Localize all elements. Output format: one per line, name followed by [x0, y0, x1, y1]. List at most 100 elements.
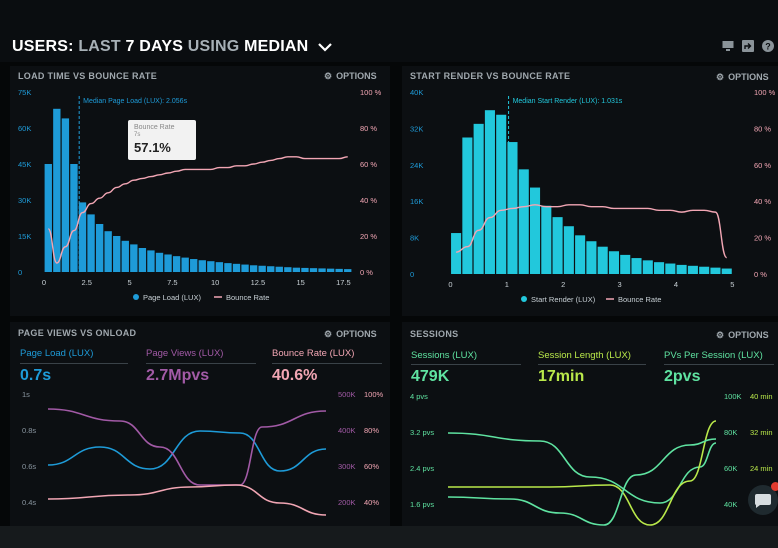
- chart-bar: [267, 266, 275, 272]
- y-tick-label: 60K: [18, 124, 31, 133]
- y-tick-label: 1s: [22, 390, 30, 399]
- share-icon[interactable]: [742, 40, 754, 52]
- x-tick-label: 12.5: [251, 278, 266, 287]
- chart-bar: [164, 254, 172, 272]
- tooltip-value: 57.1%: [134, 140, 171, 155]
- start-render-options[interactable]: ⚙ OPTIONS: [716, 72, 769, 83]
- y-right-tick-label: 60%: [364, 462, 379, 471]
- chart-bar: [147, 250, 155, 272]
- y-right-tick-label: 40K: [724, 500, 737, 509]
- chart-bar: [301, 267, 309, 272]
- chart-bar: [292, 267, 301, 272]
- page-load-line: [47, 430, 327, 472]
- bounce-rate-line: [456, 204, 728, 259]
- load-time-title: LOAD TIME VS BOUNCE RATE: [18, 71, 158, 81]
- y-right-tick-label: 20 %: [754, 234, 771, 243]
- chart-bar: [258, 265, 266, 272]
- chart-bar: [104, 231, 112, 272]
- y-right-tick-label: 0 %: [360, 268, 373, 277]
- sessions-chart: 4 pvs 3.2 pvs 2.4 pvs 1.6 pvs 100K 80K 60K 40K 4…: [410, 392, 773, 526]
- y-right-tick-label: 60 %: [360, 160, 377, 169]
- chart-bar: [710, 267, 721, 274]
- chart-bar: [249, 265, 258, 272]
- options-label: OPTIONS: [728, 72, 769, 82]
- chart-bar: [121, 240, 129, 272]
- x-tick-label: 5: [730, 280, 734, 289]
- chart-bar: [608, 251, 619, 274]
- stat-pvs-per-session-value: 2pvs: [664, 368, 701, 385]
- tooltip-sub: 7s: [134, 132, 141, 138]
- x-tick-label: 15: [296, 278, 304, 287]
- page-views-title: PAGE VIEWS VS ONLOAD: [18, 328, 137, 338]
- y-tick-label: 45K: [18, 160, 31, 169]
- chart-bar: [155, 252, 164, 272]
- stat-session-length-label: Session Length (LUX): [538, 350, 631, 361]
- bottom-strip: [0, 526, 778, 548]
- legend-marker: [133, 294, 139, 300]
- chart-bar: [620, 254, 631, 274]
- tooltip-label: Bounce Rate: [134, 124, 175, 131]
- x-tick-label: 17.5: [336, 278, 351, 287]
- session-length-line: [448, 420, 717, 526]
- chart-bar: [113, 236, 121, 272]
- chart-bar: [676, 264, 687, 274]
- page-title[interactable]: USERS: LAST 7 DAYS USING MEDIAN: [12, 38, 333, 56]
- title-metric: MEDIAN: [244, 38, 309, 55]
- stat-bounce-rate-label: Bounce Rate (LUX): [272, 348, 355, 359]
- divider: [272, 363, 382, 364]
- load-time-options[interactable]: ⚙ OPTIONS: [324, 71, 377, 82]
- chat-icon: [754, 494, 771, 508]
- chart-bar: [309, 268, 318, 272]
- title-last: LAST: [78, 38, 121, 55]
- chart-bar: [518, 169, 529, 274]
- x-tick-label: 7.5: [167, 278, 177, 287]
- divider: [664, 364, 774, 365]
- chart-bar: [552, 217, 563, 274]
- y-right-tick-label: 80%: [364, 426, 379, 435]
- median-label: Median Start Render (LUX): 1.031s: [513, 98, 623, 105]
- title-range: 7 DAYS: [125, 38, 184, 55]
- stat-sessions-value: 479K: [411, 368, 450, 385]
- chart-bar: [70, 164, 78, 272]
- sessions-line: [447, 438, 717, 526]
- help-icon[interactable]: ?: [762, 40, 774, 52]
- stat-page-views-value: 2.7Mpvs: [146, 367, 210, 384]
- chart-bar: [642, 260, 653, 274]
- stat-pvs-per-session-label: PVs Per Session (LUX): [664, 350, 763, 361]
- y-tick-label: 0.8s: [22, 426, 36, 435]
- chart-bar: [496, 114, 507, 274]
- x-tick-label: 5: [127, 278, 131, 287]
- bounce-rate-line: [47, 156, 348, 264]
- chart-bar: [318, 268, 326, 272]
- bounce-rate-tooltip: Bounce Rate 7s 57.1%: [128, 120, 196, 160]
- chat-launcher[interactable]: [748, 482, 778, 515]
- sessions-panel: [402, 322, 778, 526]
- chart-bar: [326, 268, 335, 272]
- x-tick-label: 4: [674, 280, 678, 289]
- page-views-panel: [10, 322, 390, 526]
- chart-bar: [215, 262, 224, 272]
- start-render-chart: 40K 32K 24K 16K 8K 0 100 % 80 % 60 % 40 % 20 % 0 % 0…: [410, 88, 776, 304]
- pvs-per-session-line: [447, 432, 717, 504]
- sessions-title: SESSIONS: [410, 329, 459, 339]
- page-views-options[interactable]: ⚙ OPTIONS: [324, 329, 377, 340]
- y-right-tick-label: 500K: [338, 390, 356, 399]
- chart-bar: [586, 241, 597, 274]
- chevron-down-icon[interactable]: [317, 42, 333, 52]
- y-tick-label: 15K: [18, 232, 31, 241]
- chart-bar: [53, 108, 61, 272]
- sessions-options[interactable]: ⚙ OPTIONS: [716, 330, 769, 341]
- chart-bar: [699, 266, 710, 274]
- x-tick-label: 10: [211, 278, 219, 287]
- y-right-tick-label: 0 %: [754, 270, 767, 279]
- y-tick-label: 0: [18, 268, 22, 277]
- y-tick-label: 8K: [410, 234, 419, 243]
- y-right-tick-label: 32 min: [750, 428, 773, 437]
- monitor-icon[interactable]: [722, 40, 734, 52]
- chart-bar: [631, 258, 642, 274]
- y-tick-label: 1.6 pvs: [410, 500, 434, 509]
- legend-label: Bounce Rate: [226, 293, 269, 302]
- gear-icon: ⚙: [716, 330, 725, 340]
- divider: [20, 363, 128, 364]
- chart-bar: [44, 164, 52, 272]
